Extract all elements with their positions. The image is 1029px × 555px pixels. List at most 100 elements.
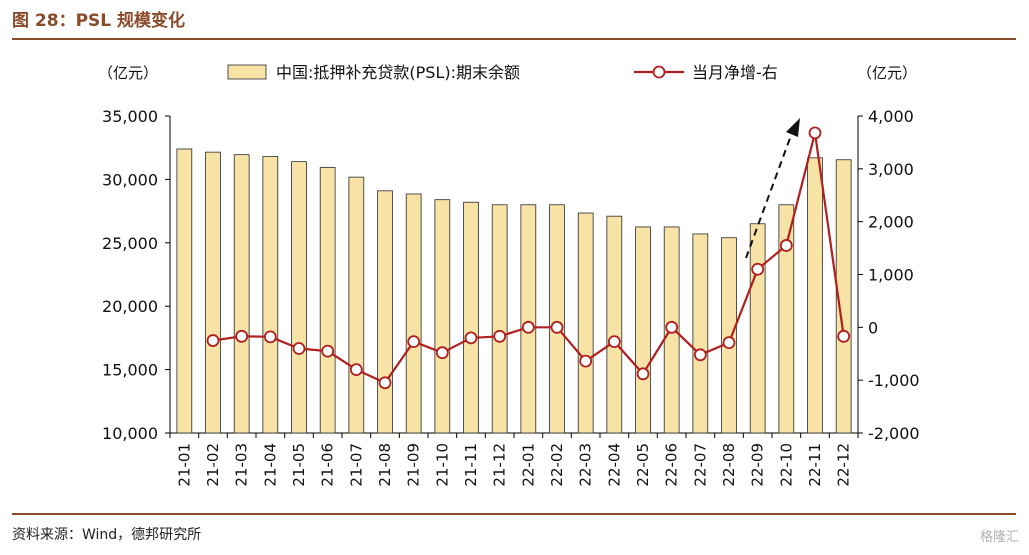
x-tick-label: 21-09 bbox=[405, 443, 423, 487]
bar bbox=[778, 204, 795, 434]
line-point bbox=[435, 346, 449, 360]
line-point bbox=[607, 335, 621, 348]
bar bbox=[405, 193, 422, 434]
line-point bbox=[550, 320, 564, 334]
left-tick-label: 25,000 bbox=[102, 234, 158, 253]
line-layer bbox=[206, 118, 851, 390]
source-note: 资料来源：Wind，德邦研究所 bbox=[12, 527, 202, 543]
line-point bbox=[808, 126, 822, 140]
x-tick-label: 22-12 bbox=[835, 443, 853, 487]
right-tick-label: -1,000 bbox=[868, 371, 920, 390]
x-tick-label: 21-10 bbox=[433, 443, 451, 487]
legend: 中国:抵押补充贷款(PSL):期末余额 当月净增-右 bbox=[227, 63, 778, 82]
x-tick-label: 21-04 bbox=[261, 443, 279, 487]
x-tick-label: 21-12 bbox=[491, 443, 509, 487]
bar bbox=[262, 156, 279, 434]
x-tick-label: 21-02 bbox=[204, 443, 222, 487]
bar bbox=[807, 157, 823, 434]
line-point bbox=[206, 334, 220, 347]
right-tick-label: 3,000 bbox=[868, 160, 914, 179]
left-tick-label: 15,000 bbox=[102, 361, 158, 380]
line-point bbox=[693, 348, 707, 362]
line-point bbox=[665, 320, 679, 334]
labels-layer: 10,000 15,000 20,000 25,000 30,000 35,000 -2,0… bbox=[98, 64, 920, 487]
footer-rule bbox=[12, 513, 1016, 515]
line-point bbox=[636, 367, 650, 381]
line-point bbox=[464, 331, 478, 345]
figure-title: 图 28：PSL 规模变化 bbox=[12, 11, 186, 31]
bar bbox=[635, 226, 651, 434]
x-tick-label: 22-04 bbox=[605, 443, 623, 487]
bar bbox=[434, 199, 451, 434]
left-axis-unit: （亿元） bbox=[98, 64, 158, 82]
x-tick-label: 22-02 bbox=[548, 443, 566, 487]
trend-arrow-head bbox=[786, 118, 800, 137]
right-tick-label: 0 bbox=[868, 318, 878, 337]
legend-line-marker bbox=[652, 65, 666, 79]
x-tick-label: 22-10 bbox=[777, 443, 795, 487]
bar bbox=[291, 161, 307, 434]
right-tick-label: 4,000 bbox=[868, 107, 914, 126]
x-tick-label: 22-06 bbox=[663, 443, 681, 487]
right-axis-unit: （亿元） bbox=[857, 64, 917, 82]
bar bbox=[749, 223, 766, 434]
x-tick-label: 21-03 bbox=[233, 443, 251, 487]
left-tick-label: 10,000 bbox=[102, 424, 158, 443]
x-tick-label: 21-05 bbox=[290, 443, 308, 487]
bar bbox=[233, 154, 250, 434]
right-tick-label: 1,000 bbox=[868, 266, 914, 285]
x-tick-label: 21-11 bbox=[462, 443, 480, 487]
left-tick-label: 20,000 bbox=[102, 297, 158, 316]
bars-layer bbox=[176, 148, 852, 434]
line-point bbox=[263, 330, 277, 344]
bar bbox=[205, 151, 221, 434]
bar bbox=[549, 204, 565, 434]
trend-arrow-shaft bbox=[745, 129, 794, 259]
legend-line-label: 当月净增-右 bbox=[692, 63, 778, 82]
legend-bar-label: 中国:抵押补充贷款(PSL):期末余额 bbox=[276, 63, 520, 82]
bar bbox=[520, 204, 537, 434]
line-point bbox=[751, 262, 765, 276]
left-tick-label: 35,000 bbox=[102, 107, 158, 126]
bar bbox=[606, 215, 623, 434]
axes-layer bbox=[165, 115, 863, 438]
line-point bbox=[407, 335, 421, 348]
bar bbox=[348, 176, 365, 434]
x-tick-label: 22-01 bbox=[519, 443, 537, 487]
bar bbox=[176, 148, 193, 434]
bar bbox=[319, 166, 336, 434]
line-point bbox=[521, 320, 535, 334]
line-point bbox=[378, 376, 392, 390]
bar bbox=[692, 233, 709, 434]
x-tick-label: 22-07 bbox=[691, 443, 709, 487]
bar bbox=[377, 190, 393, 434]
x-tick-label: 21-06 bbox=[319, 443, 337, 487]
watermark: 格隆汇 bbox=[979, 530, 1019, 545]
legend-bar-swatch bbox=[227, 64, 267, 80]
x-tick-label: 22-09 bbox=[749, 443, 767, 487]
line-point bbox=[321, 344, 335, 358]
line-point bbox=[837, 329, 851, 343]
line-point bbox=[493, 329, 507, 343]
right-tick-label: -2,000 bbox=[868, 424, 920, 443]
x-tick-label: 21-07 bbox=[347, 443, 365, 487]
title-rule bbox=[12, 38, 1016, 40]
line-point bbox=[722, 336, 736, 350]
bar bbox=[577, 212, 594, 434]
line-point bbox=[235, 329, 249, 343]
x-tick-label: 22-05 bbox=[634, 443, 652, 487]
bar bbox=[835, 159, 852, 434]
right-tick-label: 2,000 bbox=[868, 213, 914, 232]
x-tick-label: 21-01 bbox=[175, 443, 193, 487]
line-point bbox=[292, 342, 306, 355]
bar bbox=[463, 201, 479, 434]
bar bbox=[491, 204, 508, 434]
x-tick-label: 22-11 bbox=[806, 443, 824, 487]
line-point bbox=[579, 354, 593, 368]
x-tick-label: 21-08 bbox=[376, 443, 394, 487]
line-point bbox=[779, 239, 793, 252]
bar bbox=[721, 237, 737, 434]
x-tick-label: 22-08 bbox=[720, 443, 738, 487]
left-tick-label: 30,000 bbox=[102, 170, 158, 189]
